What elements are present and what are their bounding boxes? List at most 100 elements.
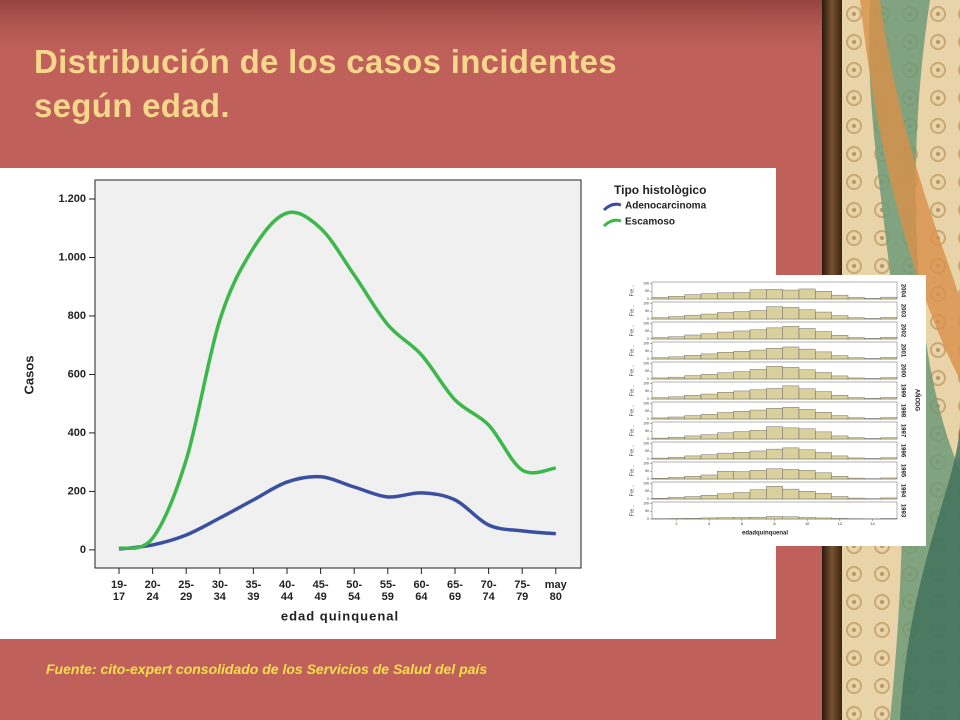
y-tick-label: 0: [80, 544, 86, 556]
legend-title: Tipo histològico: [614, 183, 706, 197]
bar: [717, 517, 734, 520]
y-tick-label: 50: [645, 489, 649, 493]
bar: [668, 477, 685, 480]
y-tick-label: 50: [645, 429, 649, 433]
bar: [733, 517, 751, 520]
bar: [782, 289, 800, 300]
bar: [651, 478, 669, 480]
panel-label: AÑODG: [913, 389, 920, 412]
bar: [651, 498, 669, 500]
bar: [700, 517, 718, 520]
y-tick-label: 0: [647, 477, 649, 481]
x-tick-label: 2: [675, 521, 678, 526]
facet-label: 2003: [899, 304, 905, 318]
bar: [733, 411, 751, 420]
bar: [831, 294, 849, 300]
y-tick-label: 0: [647, 497, 649, 501]
bar: [668, 457, 685, 460]
x-tick-label: 20- 24: [144, 579, 161, 603]
y-tick-label: 50: [645, 509, 649, 513]
y-tick-label: 100: [643, 501, 649, 505]
bar: [700, 454, 718, 460]
bar: [651, 377, 669, 380]
bar: [831, 355, 849, 360]
bar: [831, 375, 849, 380]
bar: [700, 313, 718, 320]
bar: [798, 309, 816, 320]
bar: [668, 376, 685, 380]
bar: [880, 497, 898, 500]
bar: [864, 298, 881, 300]
bar: [815, 493, 832, 500]
bar: [651, 417, 669, 420]
bar: [700, 293, 718, 300]
bar: [847, 297, 865, 300]
bar: [733, 431, 751, 440]
bar: [880, 357, 898, 360]
slide-title: Distribución de los casos incidentes seg…: [34, 43, 617, 124]
bar: [733, 492, 751, 500]
x-tick-label: 25- 29: [178, 579, 195, 603]
bar: [815, 517, 832, 520]
bar: [782, 516, 800, 520]
bar: [782, 346, 800, 360]
y-tick-label: 0: [647, 517, 649, 521]
bar: [864, 338, 881, 340]
x-tick-label: 50- 54: [346, 579, 363, 603]
bar: [684, 395, 702, 400]
bar: [700, 434, 718, 440]
bar: [668, 296, 685, 300]
bar: [766, 468, 783, 480]
bar: [684, 355, 702, 360]
bar: [733, 351, 751, 360]
bar: [798, 517, 816, 520]
bar: [880, 457, 898, 460]
facet-label: 1999: [899, 384, 905, 398]
top-shade: [0, 0, 830, 60]
legend-label: Adenocarcinoma: [625, 201, 707, 212]
facet-y-label: Fre...: [629, 505, 635, 517]
facet-label: 1997: [899, 424, 905, 438]
bar: [700, 414, 718, 420]
bar: [831, 335, 849, 340]
bar: [847, 357, 865, 360]
bar: [831, 455, 849, 460]
y-tick-label: 100: [643, 281, 649, 285]
bar: [880, 337, 898, 340]
bar: [847, 397, 865, 400]
bar: [798, 369, 816, 380]
y-tick-label: 0: [647, 317, 649, 321]
bar: [798, 388, 816, 400]
y-tick-label: 100: [643, 321, 649, 325]
bar: [880, 296, 898, 300]
y-tick-label: 0: [647, 297, 649, 301]
y-tick-label: 200: [68, 485, 86, 497]
bar: [733, 452, 751, 460]
bar: [782, 385, 800, 400]
bar: [831, 496, 849, 500]
bar: [766, 327, 783, 340]
legend-label: Escamoso: [625, 217, 675, 228]
bar: [798, 470, 816, 480]
bar: [733, 330, 751, 340]
bar: [815, 331, 832, 340]
bar: [782, 469, 800, 480]
bar: [651, 357, 669, 360]
x-tick-label: 19- 17: [111, 579, 127, 603]
bar: [749, 489, 767, 500]
x-tick-label: 65- 69: [447, 579, 463, 603]
bar: [847, 477, 865, 480]
facet-y-label: Fre...: [629, 365, 635, 377]
facet-label: 2004: [899, 284, 905, 298]
bar: [766, 289, 783, 300]
x-tick-label: 75- 79: [514, 579, 531, 603]
bar: [798, 288, 816, 300]
bar: [717, 331, 734, 340]
bar: [749, 310, 767, 320]
bar: [880, 437, 898, 440]
y-tick-label: 50: [645, 449, 649, 453]
y-tick-label: 1.000: [58, 251, 86, 263]
x-tick-label: 60- 64: [413, 579, 430, 603]
bar: [831, 395, 849, 400]
facet-y-label: Fre...: [629, 485, 635, 497]
